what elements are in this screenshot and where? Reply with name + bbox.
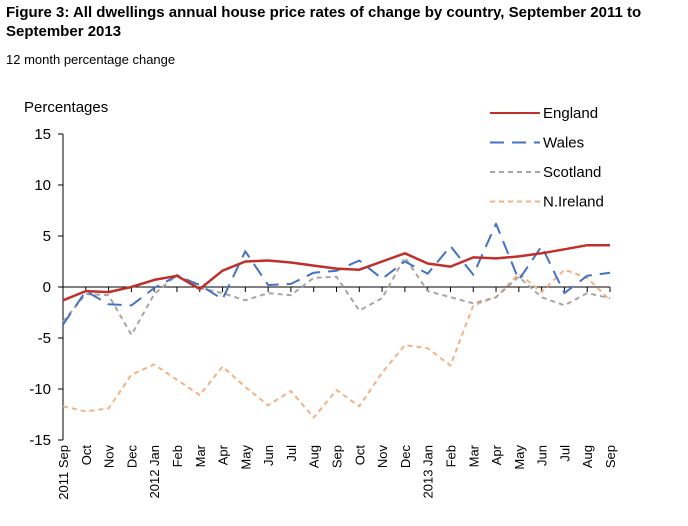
x-tick-label: May bbox=[238, 445, 253, 470]
y-tick-label: -5 bbox=[38, 330, 51, 347]
y-tick-label: 0 bbox=[43, 279, 51, 296]
y-tick-label: 15 bbox=[34, 126, 51, 143]
legend-item: England bbox=[490, 105, 598, 122]
x-tick-label: Sep bbox=[603, 445, 618, 468]
x-tick-label: Dec bbox=[124, 445, 139, 469]
series-line-wales bbox=[62, 222, 611, 326]
x-tick-label: Dec bbox=[398, 445, 413, 469]
legend-label: N.Ireland bbox=[543, 194, 604, 211]
x-tick-label: Nov bbox=[375, 445, 390, 469]
x-tick-label: Jul bbox=[284, 445, 299, 462]
y-tick-label: 5 bbox=[43, 228, 51, 245]
series-line-nireland bbox=[62, 268, 611, 419]
chart-title: Figure 3: All dwellings annual house pri… bbox=[6, 4, 642, 40]
x-tick-label: May bbox=[512, 445, 527, 470]
chart-subtitle: 12 month percentage change bbox=[6, 52, 176, 67]
y-axis-label: Percentages bbox=[24, 99, 108, 116]
x-tick-label: 2012 Jan bbox=[147, 445, 162, 499]
legend-label: England bbox=[543, 105, 598, 122]
x-tick-label: Aug bbox=[307, 445, 322, 468]
x-tick-label: Apr bbox=[489, 444, 504, 465]
x-tick-label: Mar bbox=[466, 444, 481, 467]
series-line-scotland bbox=[62, 256, 611, 336]
x-tick-label: Feb bbox=[443, 445, 458, 467]
x-tick-label: Jun bbox=[535, 445, 550, 466]
x-tick-label: Aug bbox=[580, 445, 595, 468]
x-tick-label: Nov bbox=[102, 445, 117, 469]
x-tick-label: Sep bbox=[330, 445, 345, 468]
y-tick-label: 10 bbox=[34, 177, 51, 194]
y-tick-label: -15 bbox=[29, 432, 51, 449]
x-tick-label: Apr bbox=[216, 444, 231, 465]
x-tick-label: Oct bbox=[79, 445, 94, 466]
legend-item: Scotland bbox=[490, 164, 601, 181]
x-tick-label: 2013 Jan bbox=[421, 445, 436, 499]
x-tick-label: Jun bbox=[261, 445, 276, 466]
y-tick-label: -10 bbox=[29, 381, 51, 398]
x-tick-label: Oct bbox=[352, 445, 367, 466]
x-tick-label: Jul bbox=[557, 445, 572, 462]
series-line-england bbox=[62, 243, 610, 302]
x-tick-label: Feb bbox=[170, 445, 185, 467]
legend-item: N.Ireland bbox=[490, 194, 604, 211]
x-tick-label: Mar bbox=[193, 444, 208, 467]
legend-label: Scotland bbox=[543, 164, 601, 181]
legend-label: Wales bbox=[543, 135, 584, 152]
legend-item: Wales bbox=[490, 135, 584, 152]
x-tick-label: 2011 Sep bbox=[56, 445, 71, 500]
